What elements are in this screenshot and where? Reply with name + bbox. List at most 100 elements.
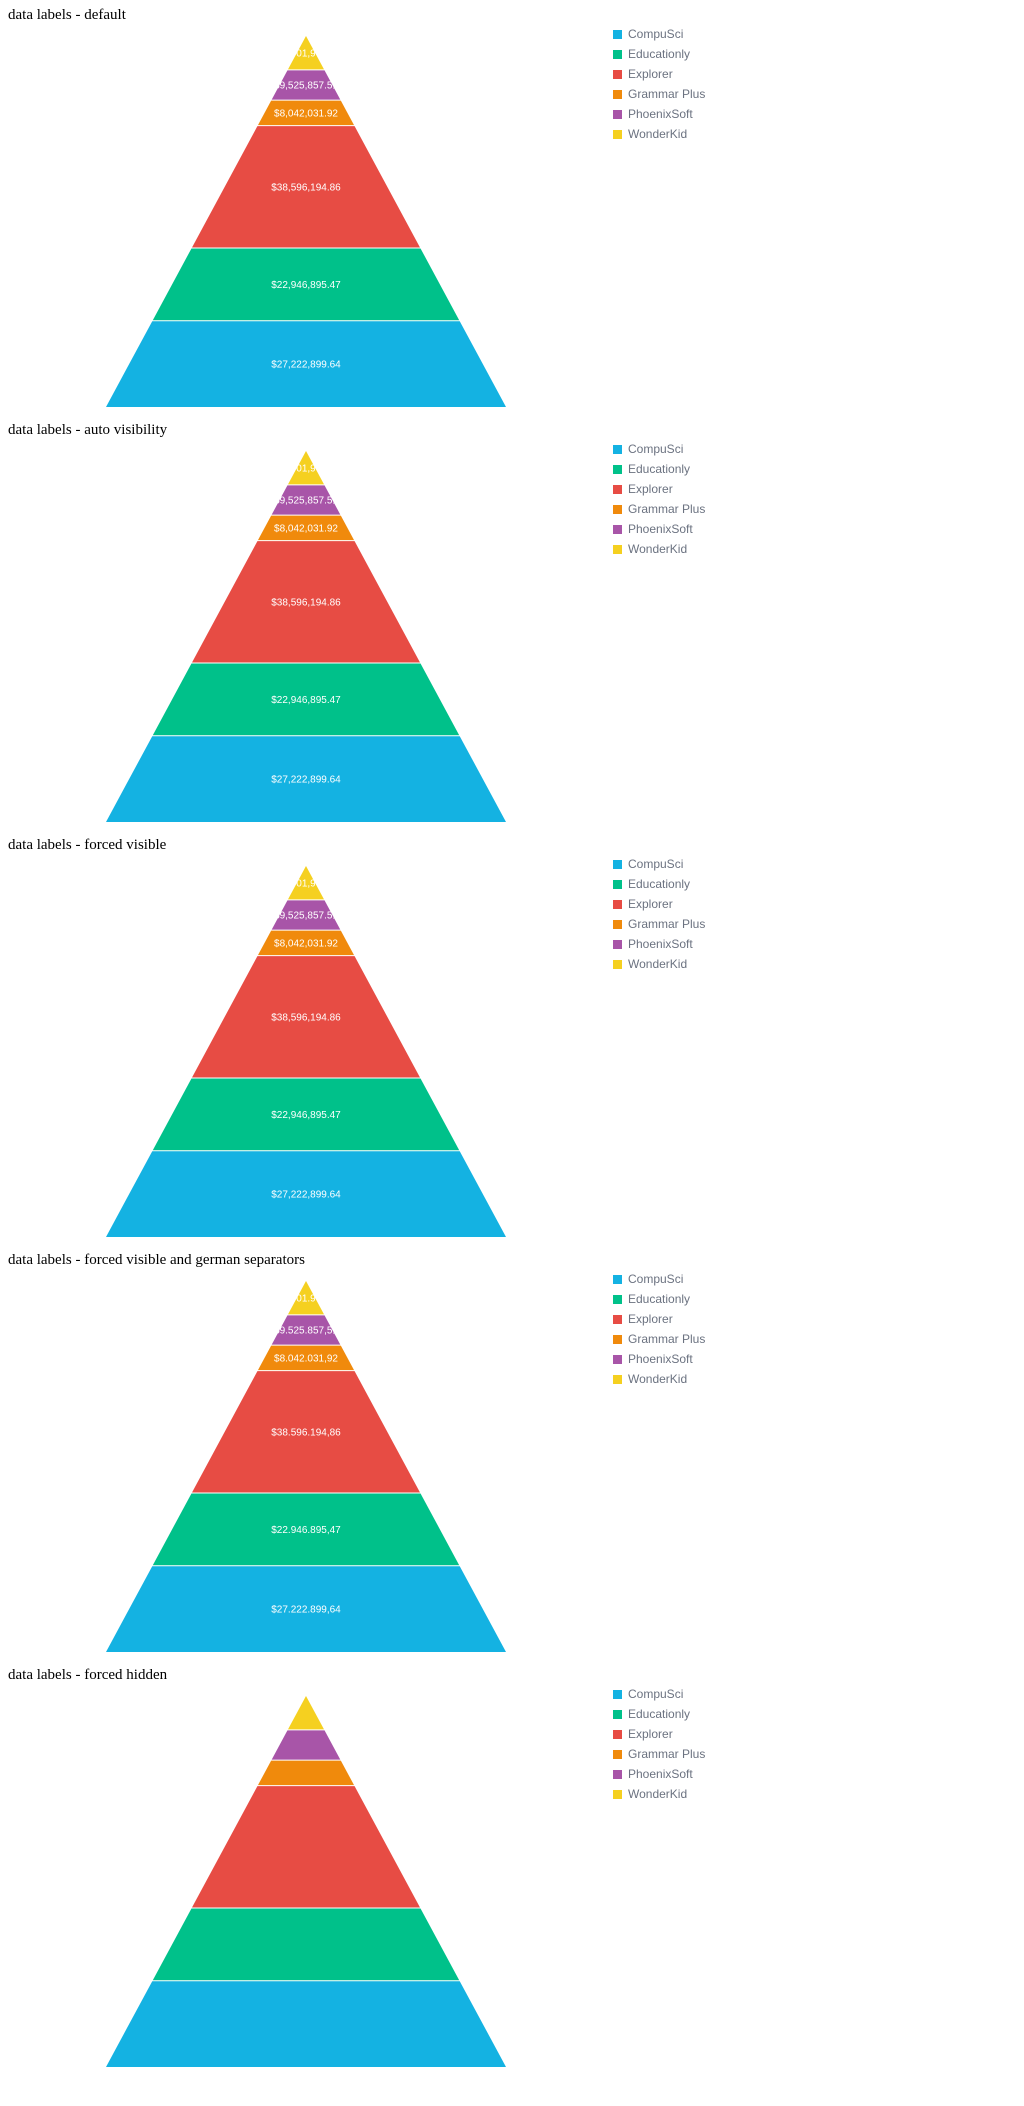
legend-swatch (613, 859, 622, 869)
legend-item-phoenixsoft[interactable]: PhoenixSoft (613, 934, 705, 954)
legend-item-wonderkid[interactable]: WonderKid (613, 1784, 705, 1804)
legend-item-grammar-plus[interactable]: Grammar Plus (613, 84, 705, 104)
pyramid-segment-wonderkid[interactable] (287, 866, 325, 900)
data-label: $27,222,899.64 (271, 1189, 341, 1200)
pyramid-segment-wonderkid[interactable] (287, 1696, 325, 1730)
legend-item-compusci[interactable]: CompuSci (613, 1269, 705, 1289)
pyramid-segment-educationly[interactable] (152, 663, 460, 736)
legend-item-wonderkid[interactable]: WonderKid (613, 539, 705, 559)
legend-item-phoenixsoft[interactable]: PhoenixSoft (613, 519, 705, 539)
legend-item-phoenixsoft[interactable]: PhoenixSoft (613, 1764, 705, 1784)
data-label: $10,701,976.74 (271, 48, 341, 59)
legend-item-compusci[interactable]: CompuSci (613, 854, 705, 874)
legend-item-phoenixsoft[interactable]: PhoenixSoft (613, 1349, 705, 1369)
pyramid-segment-educationly[interactable] (152, 1078, 460, 1151)
pyramid-segment-explorer[interactable] (192, 956, 420, 1078)
legend-item-explorer[interactable]: Explorer (613, 894, 705, 914)
legend-label: Grammar Plus (628, 1332, 706, 1346)
pyramid-segment-explorer[interactable] (192, 126, 420, 248)
pyramid-segment-compusci[interactable] (106, 321, 506, 407)
legend-item-grammar-plus[interactable]: Grammar Plus (613, 914, 705, 934)
chart-4: data labels - forced visible and german … (0, 1245, 1024, 1660)
pyramid-segment-phoenixsoft[interactable] (271, 1315, 341, 1345)
legend-item-grammar-plus[interactable]: Grammar Plus (613, 499, 705, 519)
pyramid-segment-phoenixsoft[interactable] (271, 485, 341, 515)
legend-item-compusci[interactable]: CompuSci (613, 439, 705, 459)
legend-swatch (613, 939, 622, 949)
pyramid-segment-explorer[interactable] (192, 1371, 420, 1493)
data-label: $10,701,976.74 (271, 463, 341, 474)
legend-item-educationly[interactable]: Educationly (613, 459, 705, 479)
legend-item-explorer[interactable]: Explorer (613, 479, 705, 499)
pyramid-segment-grammar-plus[interactable] (257, 515, 355, 541)
legend-item-educationly[interactable]: Educationly (613, 874, 705, 894)
pyramid-segment-phoenixsoft[interactable] (271, 1730, 341, 1760)
pyramid-plot: $27.222.899,64 $22.946.895,47 $38.596.194,… (106, 1281, 506, 1652)
pyramid-segment-grammar-plus[interactable] (257, 1760, 355, 1786)
legend-item-educationly[interactable]: Educationly (613, 1704, 705, 1724)
legend-label: CompuSci (628, 442, 684, 456)
legend-item-compusci[interactable]: CompuSci (613, 1684, 705, 1704)
pyramid-segment-grammar-plus[interactable] (257, 100, 355, 126)
pyramid-segment-educationly[interactable] (152, 1493, 460, 1566)
data-label: $27,222,899.64 (271, 359, 341, 370)
legend-label: Educationly (628, 47, 691, 61)
legend-item-educationly[interactable]: Educationly (613, 44, 705, 64)
legend-swatch (613, 1689, 622, 1699)
pyramid-segment-grammar-plus[interactable] (257, 1345, 355, 1371)
data-label: $22.946.895,47 (271, 1525, 341, 1536)
data-label: $38.596.194,86 (271, 1427, 341, 1438)
legend-item-explorer[interactable]: Explorer (613, 1309, 705, 1329)
data-label: $27.222.899,64 (271, 1604, 341, 1615)
pyramid-segment-educationly[interactable] (152, 1908, 460, 1981)
pyramid-segment-compusci[interactable] (106, 1151, 506, 1237)
data-label: $8,042,031.92 (274, 938, 338, 949)
legend-item-grammar-plus[interactable]: Grammar Plus (613, 1329, 705, 1349)
legend-item-grammar-plus[interactable]: Grammar Plus (613, 1744, 705, 1764)
chart-title: data labels - auto visibility (8, 422, 168, 438)
legend-item-compusci[interactable]: CompuSci (613, 24, 705, 44)
legend-swatch (613, 1729, 622, 1739)
pyramid-segment-grammar-plus[interactable] (257, 930, 355, 956)
legend-item-wonderkid[interactable]: WonderKid (613, 1369, 705, 1389)
pyramid-plot: $27,222,899.64 $22,946,895.47 $38,596,194.… (106, 36, 506, 407)
pyramid-segment-compusci[interactable] (106, 736, 506, 822)
legend-item-wonderkid[interactable]: WonderKid (613, 124, 705, 144)
legend-label: Grammar Plus (628, 917, 706, 931)
data-label: $9,525,857.51 (274, 496, 338, 507)
data-label: $9,525,857.51 (274, 81, 338, 92)
legend-label: WonderKid (628, 127, 688, 141)
legend-item-educationly[interactable]: Educationly (613, 1289, 705, 1309)
pyramid-segment-educationly[interactable] (152, 248, 460, 321)
legend-swatch (613, 1789, 622, 1799)
chart-title: data labels - forced visible (8, 837, 167, 853)
legend-label: Educationly (628, 1707, 691, 1721)
pyramid-plot: $27,222,899.64 $22,946,895.47 $38,596,194.… (106, 866, 506, 1237)
pyramid-segment-phoenixsoft[interactable] (271, 900, 341, 930)
legend-swatch (613, 69, 622, 79)
legend-item-explorer[interactable]: Explorer (613, 1724, 705, 1744)
pyramid-segment-phoenixsoft[interactable] (271, 70, 341, 100)
legend-item-phoenixsoft[interactable]: PhoenixSoft (613, 104, 705, 124)
pyramid-segment-explorer[interactable] (192, 541, 420, 663)
pyramid-segment-wonderkid[interactable] (287, 36, 325, 70)
chart-title: data labels - forced visible and german … (8, 1252, 305, 1268)
legend-swatch (613, 1769, 622, 1779)
pyramid-segment-wonderkid[interactable] (287, 451, 325, 485)
legend-swatch (613, 1314, 622, 1324)
legend-swatch (613, 444, 622, 454)
legend-label: Grammar Plus (628, 1747, 706, 1761)
data-label: $22,946,895.47 (271, 280, 341, 291)
pyramid-segment-wonderkid[interactable] (287, 1281, 325, 1315)
pyramid-segment-compusci[interactable] (106, 1566, 506, 1652)
pyramid-segment-compusci[interactable] (106, 1981, 506, 2067)
legend-label: Explorer (628, 482, 673, 496)
pyramid-segment-explorer[interactable] (192, 1786, 420, 1908)
legend-label: Explorer (628, 67, 673, 81)
legend-label: WonderKid (628, 1372, 688, 1386)
chart-3: data labels - forced visible $27,222,899.… (0, 830, 1024, 1245)
legend-item-explorer[interactable]: Explorer (613, 64, 705, 84)
legend-item-wonderkid[interactable]: WonderKid (613, 954, 705, 974)
data-label: $8.042.031,92 (274, 1353, 338, 1364)
legend-label: Grammar Plus (628, 502, 706, 516)
